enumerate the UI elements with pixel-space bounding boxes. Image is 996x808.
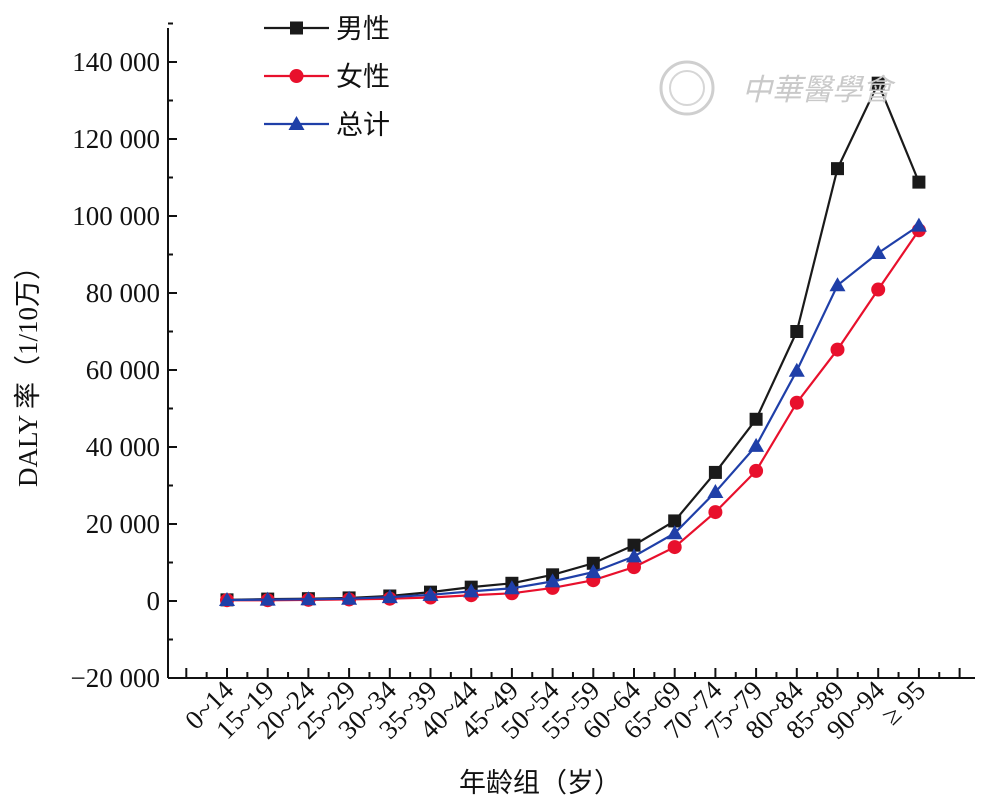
legend-marker [288, 116, 305, 130]
y-tick-label: 140 000 [72, 47, 160, 77]
y-tick-label: 0 [147, 586, 161, 616]
data-point [422, 586, 439, 601]
data-point [586, 556, 600, 570]
data-point [871, 76, 885, 90]
legend-item: 男性 [264, 14, 390, 45]
series-1 [220, 76, 926, 607]
watermark-text: 中華醫學會 [742, 73, 896, 108]
y-tick-label: 100 000 [72, 201, 160, 231]
series-line [226, 224, 920, 602]
x-axis-title: 年龄组（岁） [459, 768, 621, 798]
y-axis-title: DALY 率（1/10万） [13, 253, 43, 487]
data-point [668, 514, 682, 528]
series-line [227, 229, 920, 602]
legend-marker [289, 69, 304, 83]
data-point [341, 590, 358, 605]
y-tick-label: −20 000 [71, 663, 160, 693]
x-tick-label: ≥ 95 [876, 675, 932, 731]
y-tick-label: 60 000 [86, 355, 160, 385]
data-point [830, 342, 845, 357]
data-point [871, 282, 886, 297]
data-point [503, 580, 520, 595]
data-point [707, 484, 724, 499]
data-point [748, 437, 765, 452]
data-point [749, 412, 763, 426]
data-point [381, 589, 398, 604]
data-point [585, 564, 602, 579]
y-tick-label: 20 000 [86, 509, 160, 539]
series-layer [219, 76, 927, 608]
data-point [666, 525, 683, 540]
data-point [626, 548, 642, 563]
legend-label: 男性 [336, 14, 390, 45]
series-3 [219, 217, 927, 607]
data-point [788, 362, 805, 377]
data-point [912, 175, 926, 189]
x-axis-ticks: 0~1415~1920~2425~2930~3435~3940~4445~495… [179, 668, 961, 745]
data-point [790, 325, 804, 338]
legend-marker [290, 21, 303, 35]
data-point [749, 463, 764, 478]
data-point [708, 465, 722, 479]
data-point [219, 592, 235, 607]
series-line [226, 80, 920, 601]
y-tick-label: 80 000 [86, 278, 160, 308]
legend-item: 女性 [264, 62, 390, 93]
data-point [627, 538, 641, 552]
axes [167, 28, 975, 679]
watermark-seal-inner-icon [669, 70, 705, 106]
data-point [831, 162, 844, 176]
y-axis-ticks: −20 000 0 20 000 40 000 60 000 80 000 100 000 1… [71, 22, 177, 693]
legend-item: 总计 [264, 110, 390, 141]
data-point [667, 540, 682, 555]
data-point [463, 583, 480, 598]
data-point [829, 277, 846, 292]
legend-label: 女性 [336, 62, 390, 93]
series-2 [220, 223, 926, 608]
watermark-seal-icon [659, 60, 715, 116]
y-tick-label: 40 000 [86, 432, 160, 462]
data-point [627, 560, 641, 575]
data-point [300, 591, 317, 606]
legend-label: 总计 [336, 110, 390, 141]
y-tick-label: 120 000 [72, 124, 160, 154]
data-point [910, 217, 927, 232]
watermark: 中華醫學會 [659, 60, 896, 116]
data-point [708, 505, 723, 520]
data-point [870, 244, 887, 259]
data-point [259, 591, 276, 606]
data-point [544, 573, 561, 588]
data-point [789, 395, 804, 410]
